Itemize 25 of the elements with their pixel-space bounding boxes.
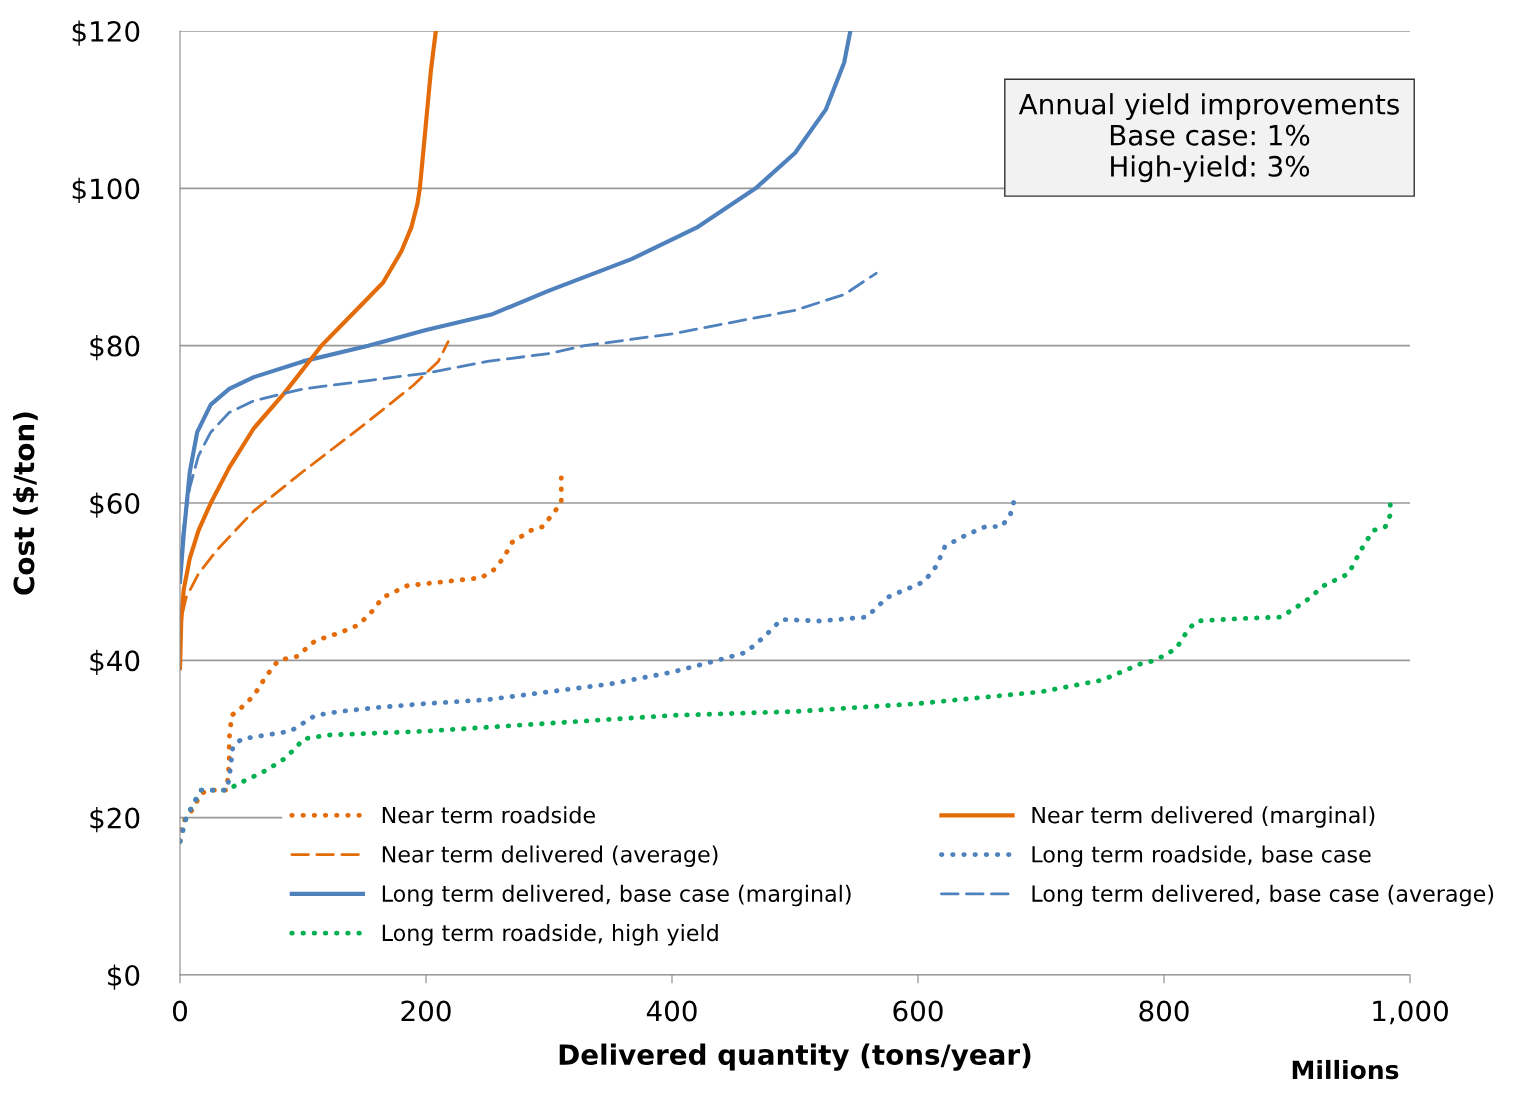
y-tick-label: $60 (90, 492, 140, 518)
y-tick-label: $80 (90, 335, 140, 361)
legend-label: Near term roadside (382, 806, 595, 824)
x-axis-title: Delivered quantity (tons/year) (559, 1043, 1031, 1071)
legend-label: Long term roadside, high yield (382, 924, 718, 946)
x-tick-label: 200 (401, 1000, 451, 1022)
y-tick-label: $20 (90, 807, 140, 833)
x-tick-label: 800 (1139, 1000, 1189, 1022)
x-tick-label: 600 (893, 1000, 943, 1022)
legend-label: Long term roadside, base case (1032, 845, 1371, 867)
text: Millions (1292, 1059, 1399, 1080)
legend-label: Near term delivered (average) (382, 845, 718, 867)
legend-label: Long term delivered, base case (marginal) (382, 884, 851, 907)
legend-label: Long term delivered, base case (average) (1032, 884, 1494, 907)
y-tick-label: $120 (72, 20, 140, 46)
y-tick-label: $100 (72, 177, 140, 203)
line-series (180, 499, 1017, 844)
x-tick-label: 1,000 (1373, 1000, 1448, 1025)
x-tick-label: 0 (172, 1000, 187, 1022)
y-tick-label: $0 (108, 964, 140, 990)
x-tick-label: 400 (646, 1000, 697, 1022)
y-tick-label: $40 (90, 649, 140, 675)
annotation: Annual yield improvements Base case: 1% High-yield: 3% (1018, 93, 1399, 183)
legend-label: Near term delivered (marginal) (1032, 806, 1375, 828)
y-axis-title: Cost ($/ton) (12, 412, 39, 595)
